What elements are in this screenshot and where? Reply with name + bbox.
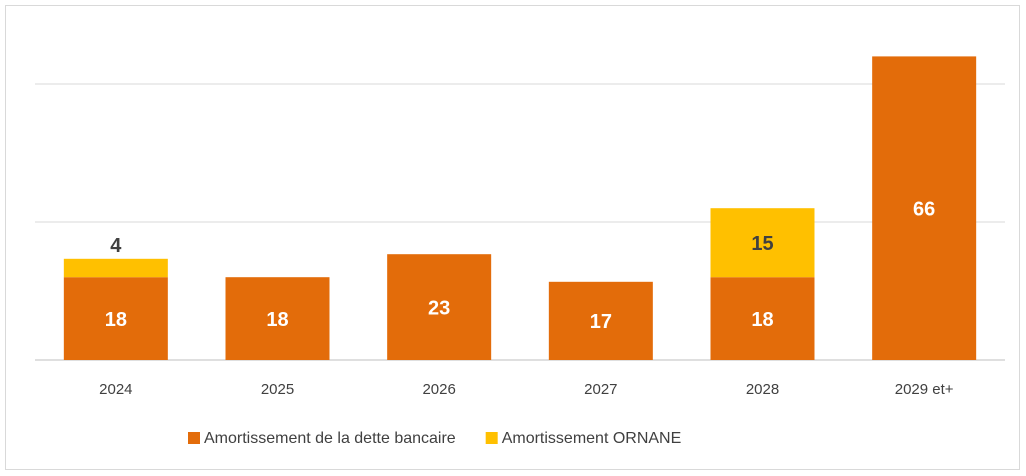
bar-segment [63,258,168,278]
bar-segment [872,56,977,361]
x-tick-label: 2027 [584,381,617,398]
x-tick-label: 2024 [99,381,132,398]
legend-label: Amortissement de la dette bancaire [204,430,456,447]
x-tick-label: 2026 [422,381,455,398]
data-label: 17 [590,311,612,333]
data-label: 18 [105,309,127,331]
bar-segment [225,277,330,360]
data-label: 66 [913,198,935,220]
x-tick-label: 2028 [746,381,779,398]
data-label: 18 [266,309,288,331]
data-label: 4 [110,235,122,257]
bar-segment [710,277,815,360]
data-label: 23 [428,297,450,319]
legend-swatch [485,432,498,444]
x-tick-label: 2029 et+ [895,381,954,398]
chart-border [5,5,1020,470]
legend-swatch [188,432,200,444]
x-tick-label: 2025 [261,381,294,398]
bar-segment [387,254,492,360]
data-label: 18 [751,309,773,331]
bar-segment [548,281,653,360]
data-label: 15 [751,233,773,255]
legend-label: Amortissement ORNANE [502,430,682,447]
bar-segment [710,208,815,278]
bar-segment [63,277,168,360]
